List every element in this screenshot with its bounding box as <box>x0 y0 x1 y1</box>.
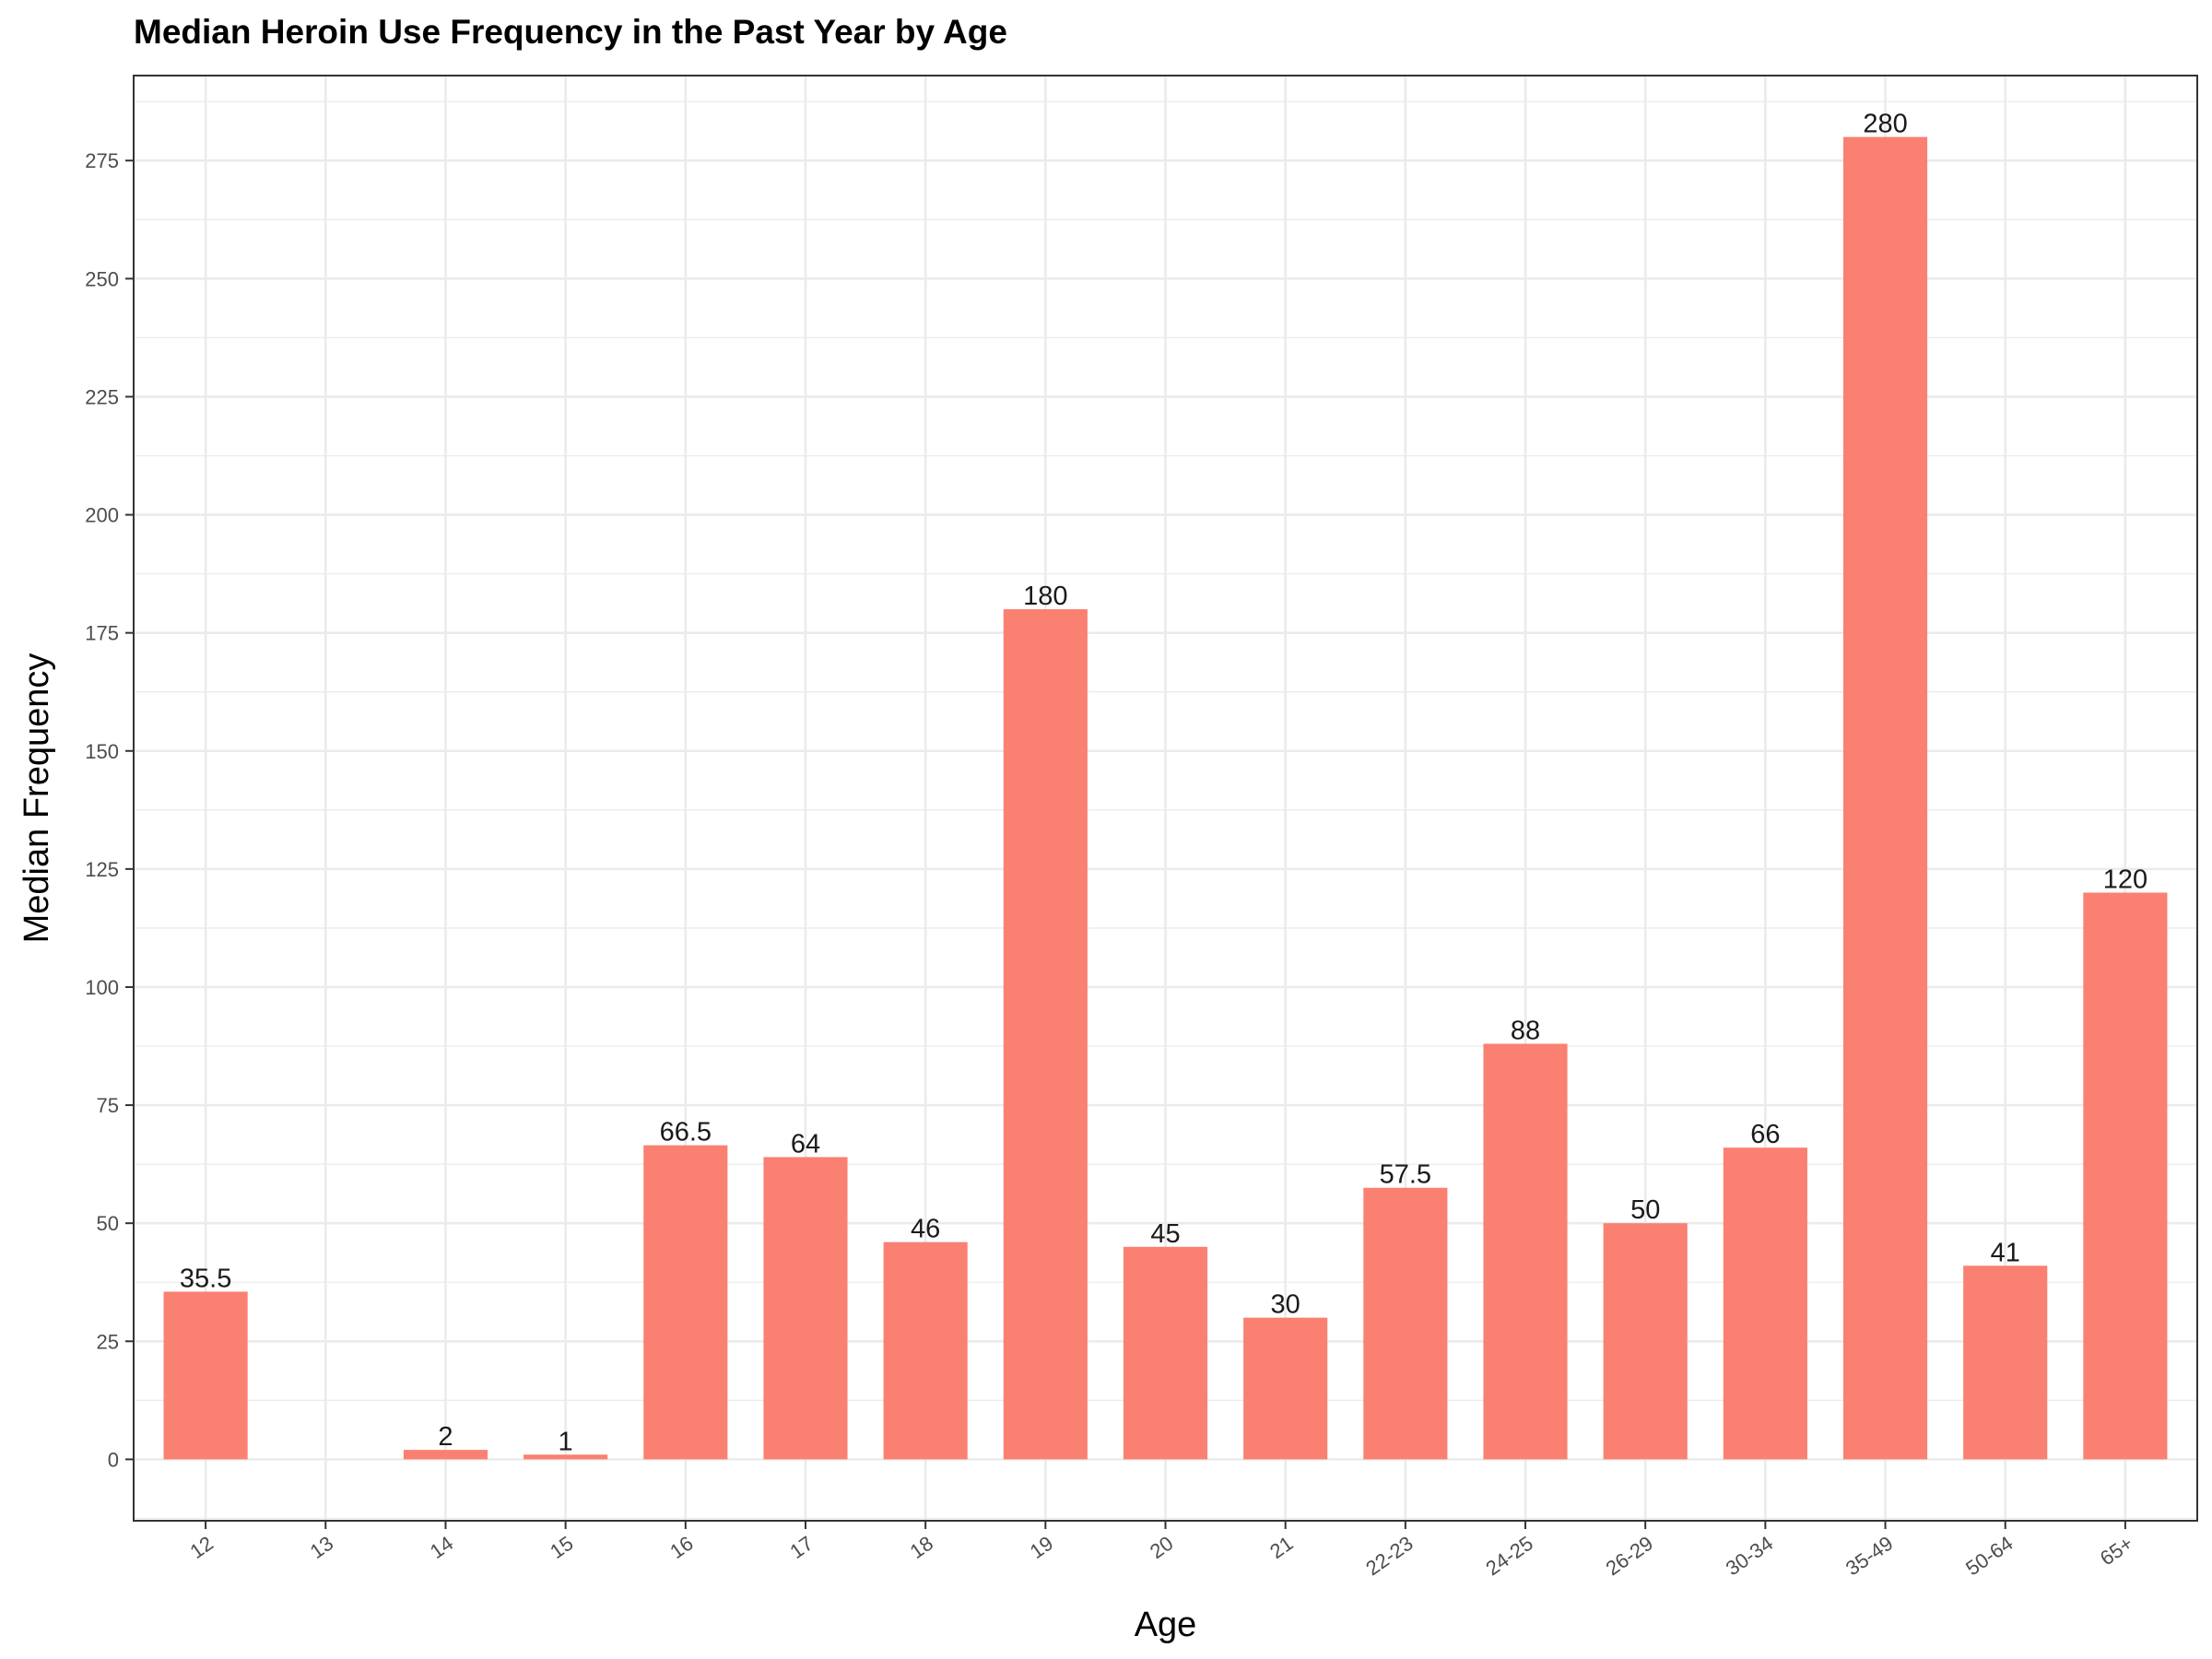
x-axis: 12 13 14 15 16 17 18 19 20 21 22-23 24-25 26-29 30-34… <box>186 1521 2137 1580</box>
x-tick-label: 22-23 <box>1361 1532 1417 1581</box>
x-tick-label: 21 <box>1265 1532 1297 1564</box>
x-axis-title: Age <box>1135 1606 1197 1644</box>
x-tick-label: 18 <box>906 1532 937 1564</box>
x-tick-label: 65+ <box>2096 1532 2137 1571</box>
chart-title: Median Heroin Use Frequency in the Past … <box>134 13 1007 51</box>
bar-26-29 <box>1603 1223 1688 1460</box>
bar-data-label: 41 <box>1991 1238 2020 1267</box>
bar-50-64 <box>1963 1265 2048 1460</box>
bar-data-label: 30 <box>1271 1290 1300 1320</box>
bar-65+ <box>2083 892 2168 1460</box>
bar-15 <box>524 1454 608 1460</box>
bar-data-label: 2 <box>438 1422 453 1452</box>
x-tick-label: 12 <box>186 1532 218 1564</box>
bar-24-25 <box>1483 1043 1568 1460</box>
y-tick-label: 25 <box>97 1330 119 1353</box>
bar-35-49 <box>1842 136 1928 1460</box>
bar-20 <box>1123 1246 1208 1460</box>
bar-data-label: 50 <box>1630 1195 1660 1225</box>
y-axis: 0 25 50 75 100 125 150 175 200 225 250 275 <box>85 149 134 1471</box>
x-tick-label: 15 <box>546 1532 577 1564</box>
x-tick-label: 24-25 <box>1481 1532 1536 1581</box>
bar-data-label: 64 <box>791 1129 820 1159</box>
x-tick-label: 20 <box>1146 1532 1177 1564</box>
bar-12 <box>163 1291 248 1460</box>
bar-16 <box>643 1145 728 1460</box>
x-tick-label: 35-49 <box>1841 1532 1897 1581</box>
y-tick-label: 50 <box>97 1212 119 1235</box>
y-tick-label: 125 <box>85 858 119 881</box>
bar-data-label: 280 <box>1863 110 1907 139</box>
x-tick-label: 17 <box>785 1532 817 1564</box>
y-tick-label: 275 <box>85 149 119 172</box>
x-tick-label: 19 <box>1026 1532 1057 1564</box>
bar-18 <box>883 1241 968 1460</box>
y-tick-label: 0 <box>108 1448 119 1471</box>
y-tick-label: 225 <box>85 385 119 408</box>
x-tick-label: 14 <box>426 1532 457 1564</box>
bar-data-label: 1 <box>559 1427 573 1456</box>
x-tick-label: 13 <box>306 1532 337 1564</box>
y-axis-title: Median Frequency <box>18 653 56 944</box>
bar-data-label: 57.5 <box>1380 1160 1431 1190</box>
bar-data-label: 45 <box>1150 1219 1180 1249</box>
x-tick-label: 26-29 <box>1602 1532 1657 1581</box>
bar-17 <box>763 1157 848 1460</box>
y-tick-label: 100 <box>85 976 119 999</box>
x-tick-label: 16 <box>665 1532 697 1564</box>
bar-data-label: 66.5 <box>660 1118 712 1147</box>
x-tick-label: 30-34 <box>1722 1532 1777 1581</box>
bar-data-label: 35.5 <box>180 1264 231 1293</box>
bar-30-34 <box>1723 1147 1807 1460</box>
bar-data-label: 46 <box>911 1215 940 1244</box>
bar-21 <box>1243 1317 1328 1460</box>
bar-data-label: 66 <box>1750 1120 1780 1149</box>
bars: 35.5 2 1 66.5 64 46 180 45 30 57.5 88 50 66 280 41 120 <box>163 110 2168 1460</box>
bar-data-label: 180 <box>1023 582 1067 611</box>
bar-data-label: 88 <box>1511 1016 1540 1045</box>
bar-14 <box>403 1450 488 1460</box>
bar-22-23 <box>1363 1187 1448 1460</box>
x-tick-label: 50-64 <box>1961 1532 2017 1581</box>
bar-data-label: 120 <box>2103 865 2147 894</box>
y-tick-label: 75 <box>97 1094 119 1117</box>
y-tick-label: 250 <box>85 267 119 290</box>
y-tick-label: 175 <box>85 622 119 645</box>
y-tick-label: 150 <box>85 740 119 763</box>
bar-19 <box>1003 609 1088 1460</box>
y-tick-label: 200 <box>85 504 119 527</box>
